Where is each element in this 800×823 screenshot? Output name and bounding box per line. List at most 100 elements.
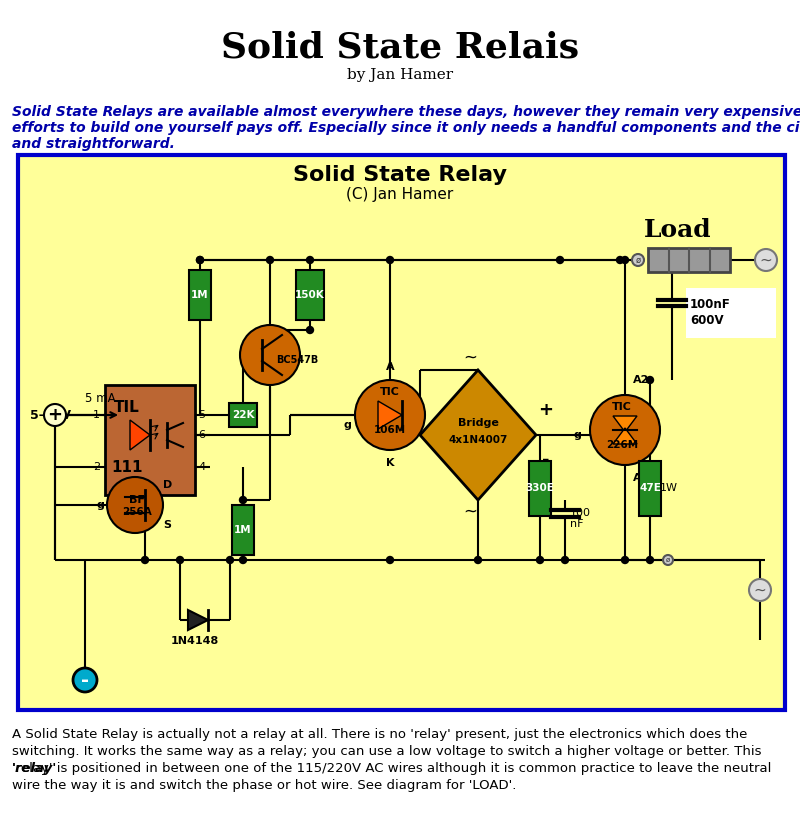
- Text: 100: 100: [570, 508, 591, 518]
- Text: 47E: 47E: [639, 483, 661, 493]
- Text: wire the way it is and switch the phase or hot wire. See diagram for 'LOAD'.: wire the way it is and switch the phase …: [12, 779, 516, 792]
- Circle shape: [617, 257, 623, 263]
- Text: ~: ~: [754, 583, 766, 597]
- Text: ~: ~: [463, 349, 477, 367]
- Text: Bridge: Bridge: [458, 418, 498, 428]
- Circle shape: [537, 556, 543, 564]
- Circle shape: [226, 556, 234, 564]
- Bar: [648, 248, 730, 272]
- Text: 256A: 256A: [122, 507, 152, 517]
- Text: 'relay' is positioned in between one of the 115/220V AC wires although it is com: 'relay' is positioned in between one of …: [12, 762, 771, 775]
- Text: nF: nF: [570, 519, 583, 529]
- Text: Solid State Relays are available almost everywhere these days, however they rema: Solid State Relays are available almost …: [12, 105, 800, 119]
- Text: 'relay': 'relay': [12, 762, 58, 775]
- Circle shape: [73, 668, 97, 692]
- Text: 111: 111: [111, 459, 142, 475]
- Text: BF: BF: [129, 495, 145, 505]
- Text: 5 mA: 5 mA: [85, 392, 115, 404]
- Text: ø: ø: [635, 255, 641, 264]
- Circle shape: [622, 257, 629, 263]
- Text: 1N4148: 1N4148: [171, 636, 219, 646]
- Text: 1M: 1M: [234, 525, 252, 535]
- Bar: [229, 403, 257, 427]
- Bar: [529, 461, 551, 515]
- Text: 150K: 150K: [295, 290, 325, 300]
- Text: 2: 2: [93, 462, 100, 472]
- Bar: [296, 270, 324, 320]
- Text: 226M: 226M: [606, 440, 638, 450]
- Text: 330E: 330E: [526, 483, 554, 493]
- Text: ~: ~: [463, 503, 477, 521]
- Text: A2: A2: [633, 375, 650, 385]
- Text: A Solid State Relay is actually not a relay at all. There is no 'relay' present,: A Solid State Relay is actually not a re…: [12, 728, 747, 741]
- Text: 1M: 1M: [191, 290, 209, 300]
- Text: Solid State Relais: Solid State Relais: [221, 30, 579, 64]
- Circle shape: [197, 257, 203, 263]
- Text: TIC: TIC: [380, 387, 400, 397]
- Circle shape: [663, 555, 673, 565]
- Polygon shape: [420, 370, 536, 500]
- Text: +: +: [47, 406, 62, 424]
- Text: Load: Load: [644, 218, 712, 242]
- Text: and straightforward.: and straightforward.: [12, 137, 175, 151]
- Text: g: g: [96, 500, 104, 510]
- Bar: [105, 385, 195, 495]
- Text: (C) Jan Hamer: (C) Jan Hamer: [346, 187, 454, 202]
- Circle shape: [177, 556, 183, 564]
- Text: 1W: 1W: [660, 483, 678, 493]
- Circle shape: [239, 496, 246, 504]
- Text: by Jan Hamer: by Jan Hamer: [347, 68, 453, 82]
- Circle shape: [197, 257, 203, 263]
- Text: TIL: TIL: [114, 399, 140, 415]
- Text: -: -: [542, 451, 550, 469]
- Bar: [189, 270, 211, 320]
- Text: 100nF: 100nF: [690, 299, 730, 311]
- Text: -: -: [81, 671, 89, 690]
- Bar: [686, 288, 776, 338]
- Circle shape: [306, 327, 314, 333]
- Text: switching. It works the same way as a relay; you can use a low voltage to switch: switching. It works the same way as a re…: [12, 745, 762, 758]
- Circle shape: [142, 556, 149, 564]
- Circle shape: [646, 556, 654, 564]
- Bar: [18, 155, 785, 710]
- Circle shape: [44, 404, 66, 426]
- Text: BC547B: BC547B: [276, 355, 318, 365]
- Polygon shape: [378, 401, 402, 429]
- Text: g: g: [343, 420, 351, 430]
- Polygon shape: [613, 428, 637, 444]
- Circle shape: [266, 257, 274, 263]
- Text: 4x1N4007: 4x1N4007: [448, 435, 508, 445]
- Text: A: A: [386, 362, 394, 372]
- Text: Solid State Relay: Solid State Relay: [293, 165, 507, 185]
- Circle shape: [239, 556, 246, 564]
- Text: 600V: 600V: [690, 314, 724, 327]
- Circle shape: [755, 249, 777, 271]
- Text: K: K: [386, 458, 394, 468]
- Text: S: S: [163, 520, 171, 530]
- Text: 22K: 22K: [232, 410, 254, 420]
- Circle shape: [474, 556, 482, 564]
- Circle shape: [386, 257, 394, 263]
- Text: TIC: TIC: [612, 402, 632, 412]
- Text: +: +: [538, 401, 554, 419]
- Circle shape: [646, 376, 654, 384]
- Circle shape: [590, 395, 660, 465]
- Text: 4: 4: [198, 462, 205, 472]
- Polygon shape: [613, 416, 637, 432]
- Circle shape: [355, 380, 425, 450]
- Text: A1: A1: [633, 473, 650, 483]
- Text: ~: ~: [760, 253, 772, 267]
- Text: 600V: 600V: [690, 311, 724, 324]
- Text: 5-25V: 5-25V: [30, 408, 71, 421]
- Text: 6: 6: [198, 430, 205, 440]
- Polygon shape: [130, 420, 150, 450]
- Polygon shape: [188, 610, 208, 630]
- Text: D: D: [163, 480, 172, 490]
- Text: g: g: [573, 430, 581, 440]
- Circle shape: [240, 325, 300, 385]
- Circle shape: [622, 556, 629, 564]
- Circle shape: [306, 257, 314, 263]
- Circle shape: [386, 556, 394, 564]
- Text: 5: 5: [198, 410, 205, 420]
- Circle shape: [557, 257, 563, 263]
